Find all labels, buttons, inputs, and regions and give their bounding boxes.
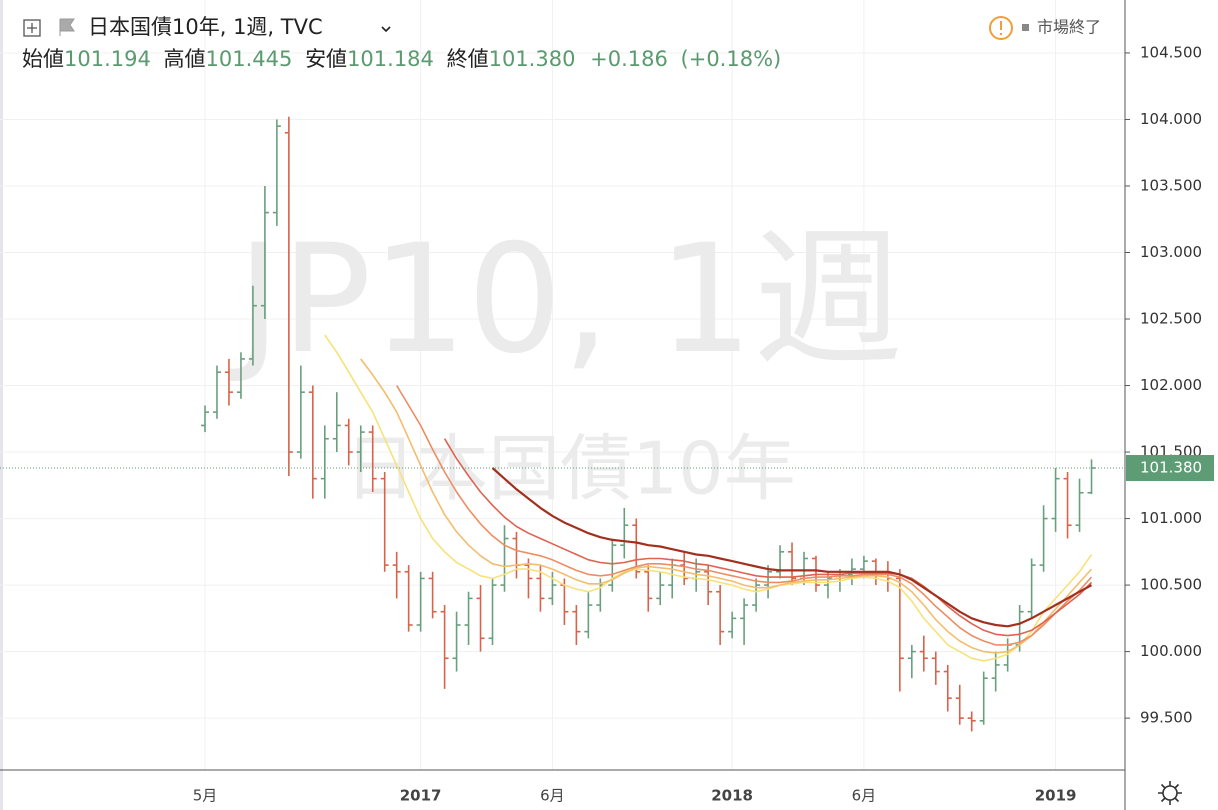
legend-change: +0.186 [590,47,668,71]
x-tick-label: 5月 [193,787,218,805]
y-tick-label: 102.000 [1140,376,1202,394]
x-tick-label: 2018 [711,787,753,805]
y-tick-label: 103.500 [1140,176,1202,194]
ma-line [360,358,1093,654]
symbol-title[interactable]: 日本国債10年, 1週, TVC [88,15,323,39]
legend-high-name: 高値 [164,47,206,71]
x-tick-label: 2017 [400,787,442,805]
y-tick-label: 103.000 [1140,243,1202,261]
ma-line [396,385,1093,646]
last-price-tag [1126,455,1214,482]
y-tick-label: 104.000 [1140,110,1202,128]
flag-icon [59,18,75,36]
y-tick-label: 100.000 [1140,642,1202,660]
market-status: 市場終了 [1037,18,1101,37]
legend-change-pct: (+0.18%) [681,47,782,71]
y-tick-label: 102.500 [1140,310,1202,328]
plot [0,116,1125,732]
settings-icon-teeth [1158,781,1182,805]
legend-open-value: 101.194 [64,47,151,71]
x-tick-label: 6月 [852,787,877,805]
ma-line [324,334,1093,662]
y-tick-label: 104.500 [1140,43,1202,61]
legend-high-value: 101.445 [206,47,293,71]
left-edge [0,0,3,810]
x-tick-label: 2019 [1035,787,1077,805]
watermark-name: 日本国債10年 [344,427,796,511]
y-tick-label: 101.000 [1140,509,1202,527]
watermark-symbol: JP10, 1週 [229,213,903,387]
y-tick-label: 100.500 [1140,576,1202,594]
legend-open-name: 始値 [22,47,64,71]
expand-icon-plus [27,23,37,33]
legend-close-value: 101.380 [489,47,576,71]
x-tick-label: 6月 [540,787,565,805]
legend-low-name: 安値 [305,47,347,71]
legend-low-value: 101.184 [347,47,434,71]
grid [0,0,1125,770]
title-dropdown[interactable] [381,26,391,33]
ma-line [443,438,1093,637]
status-dot [1022,24,1029,31]
ohlc-legend: 始値101.194 高値101.445 安値101.184 終値101.380 … [22,47,781,71]
status-icon[interactable] [989,16,1013,40]
axes: 99.500100.000100.500101.000101.500102.00… [193,43,1214,805]
last-price-label: 101.380 [1140,459,1202,477]
legend-close-name: 終値 [447,47,489,71]
expand-icon[interactable] [23,19,41,37]
ma-line [491,467,1093,628]
y-tick-label: 99.500 [1140,709,1193,727]
